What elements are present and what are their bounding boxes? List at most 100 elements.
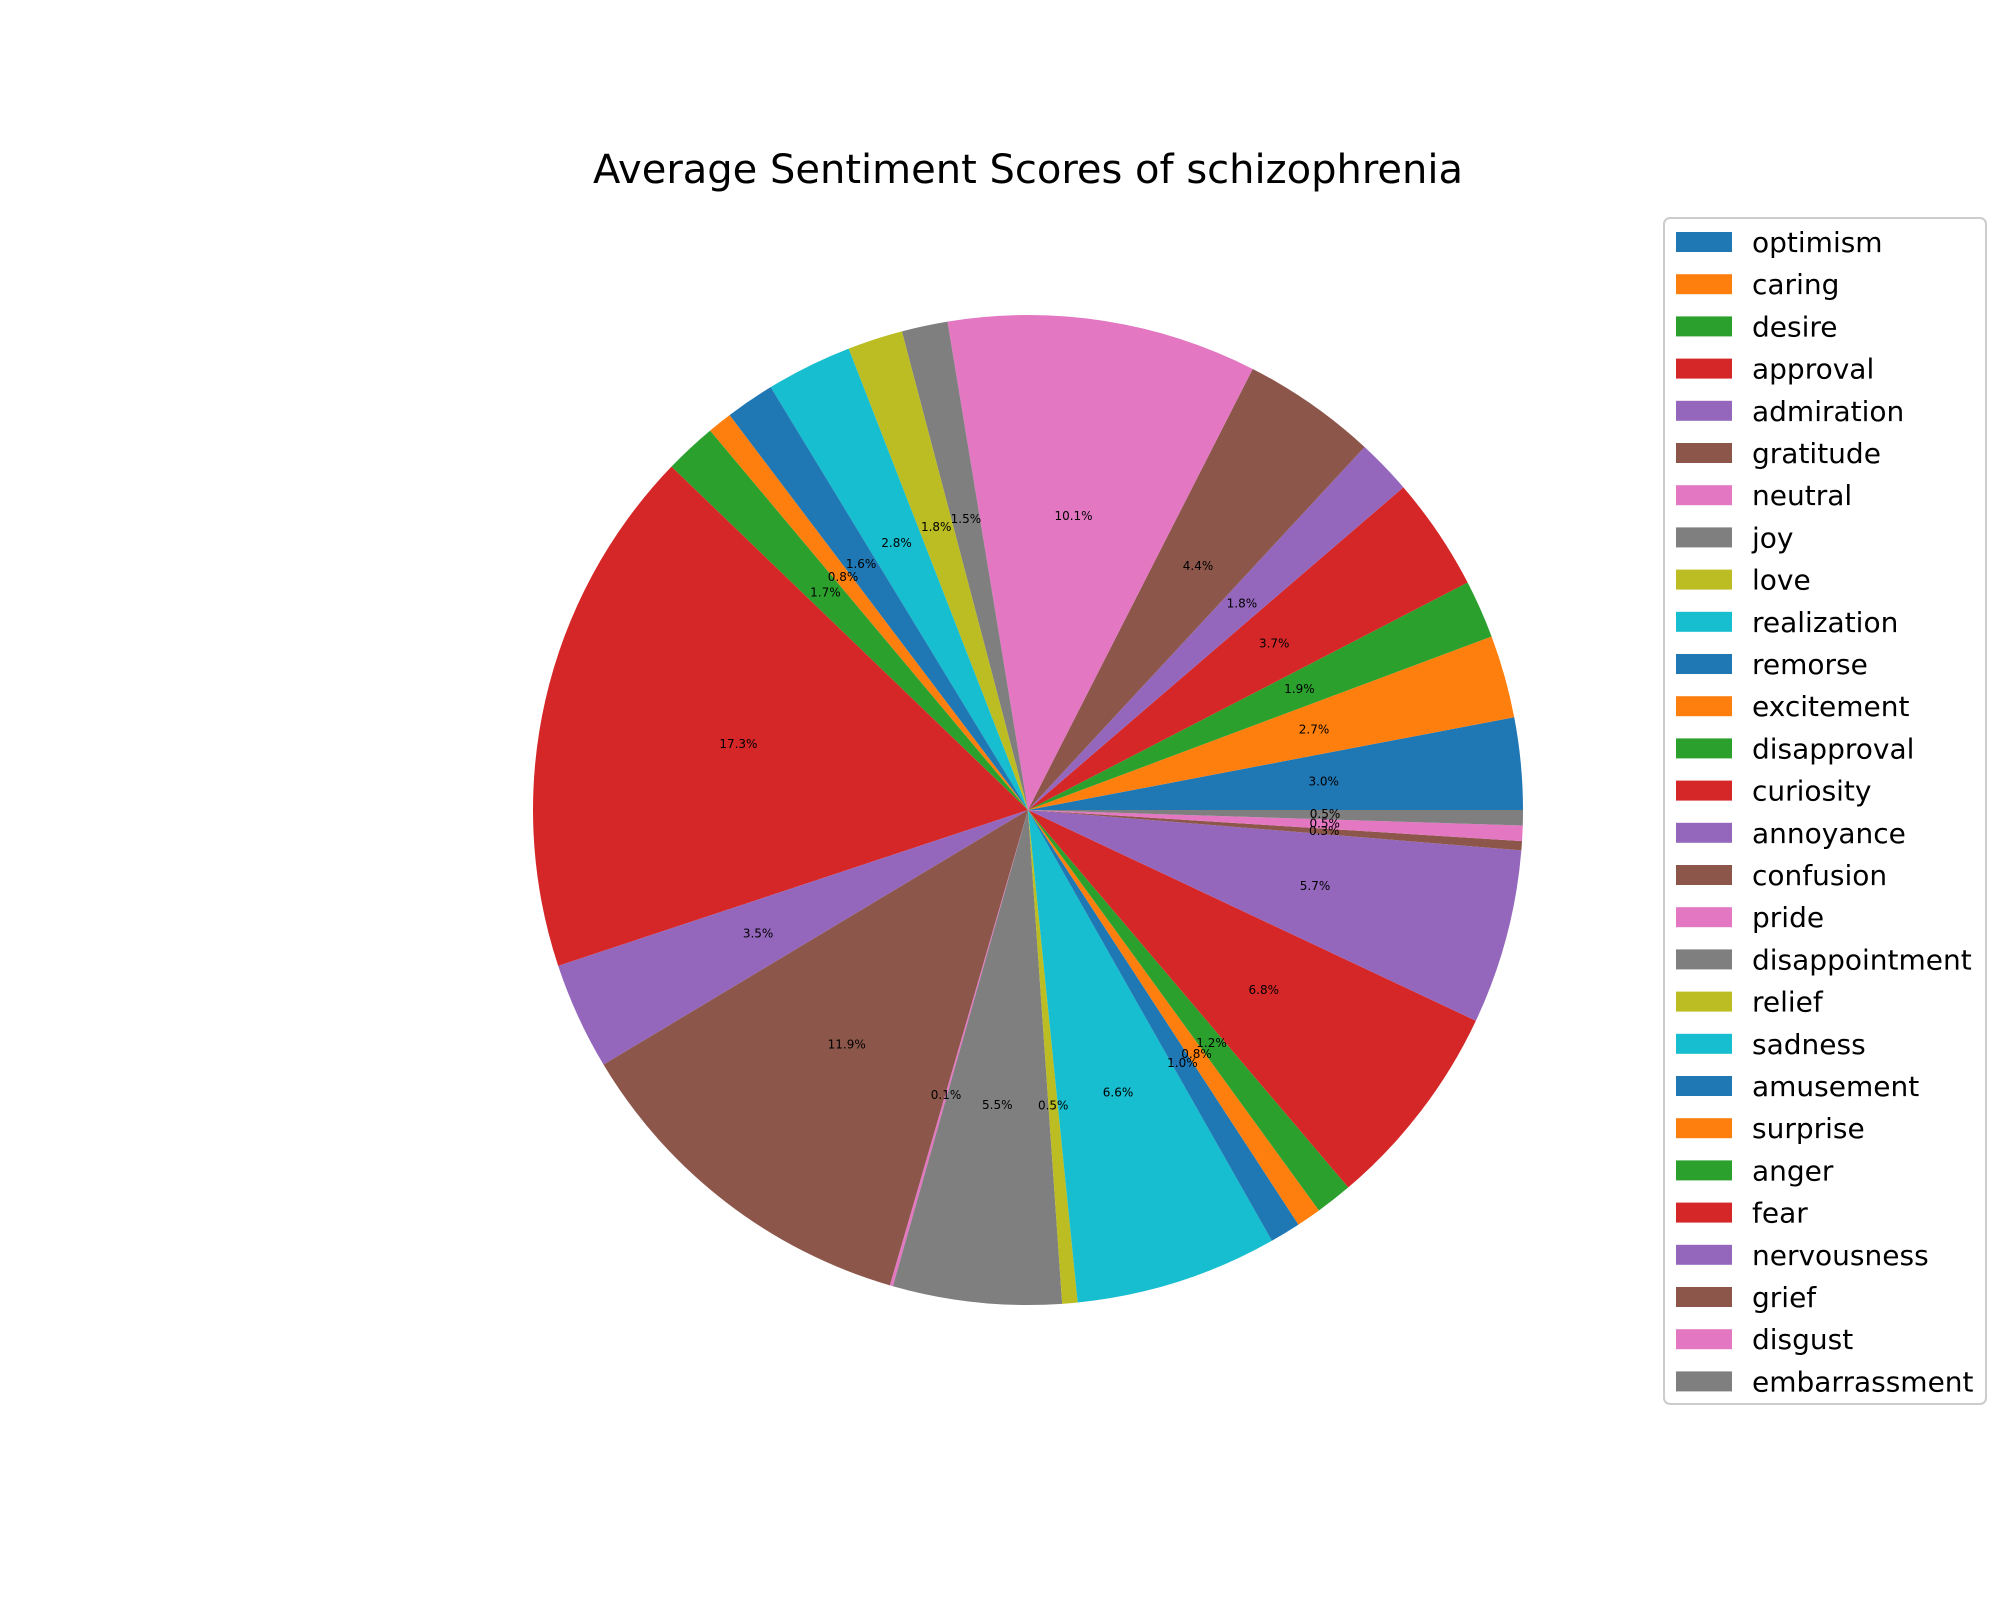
pct-label-caring: 2.7%	[1299, 722, 1330, 736]
legend-swatch-neutral	[1676, 485, 1732, 506]
legend-label-curiosity: curiosity	[1752, 775, 1871, 808]
legend-swatch-annoyance	[1676, 822, 1732, 843]
pie-slice-excitement	[710, 415, 1028, 810]
legend: optimism caring desire approval admiration gr…	[1663, 217, 1987, 1405]
legend-swatch-nervousness	[1676, 1244, 1732, 1265]
pie-slice-disgust	[1028, 810, 1523, 842]
pie-slice-anger	[1028, 810, 1349, 1211]
legend-label-grief: grief	[1752, 1281, 1817, 1314]
legend-label-confusion: confusion	[1752, 859, 1887, 892]
legend-label-optimism: optimism	[1752, 226, 1883, 259]
legend-label-embarrassment: embarrassment	[1752, 1365, 1974, 1398]
legend-label-annoyance: annoyance	[1752, 817, 1906, 850]
pct-label-realization: 2.8%	[881, 536, 912, 550]
legend-label-disgust: disgust	[1752, 1323, 1853, 1356]
pie-slice-surprise	[1028, 810, 1319, 1225]
legend-label-relief: relief	[1752, 986, 1824, 1019]
legend-label-surprise: surprise	[1752, 1112, 1865, 1145]
legend-swatch-approval	[1676, 358, 1732, 379]
pct-label-annoyance: 3.5%	[743, 926, 774, 940]
pie-percent-labels: 3.0%2.7%1.9%3.7%1.8%4.4%10.1%1.5%1.8%2.8…	[719, 509, 1340, 1112]
pie-slice-joy	[901, 321, 1028, 810]
legend-swatch-fear	[1676, 1202, 1732, 1223]
legend-label-pride: pride	[1752, 901, 1824, 934]
pie-slice-curiosity	[533, 466, 1028, 966]
legend-swatch-love	[1676, 569, 1732, 590]
pie-slice-realization	[770, 348, 1028, 810]
legend-swatch-disapproval	[1676, 738, 1732, 759]
pie-slice-desire	[1028, 582, 1492, 810]
pie-slice-caring	[1028, 636, 1515, 810]
pct-label-sadness: 6.6%	[1103, 1086, 1134, 1100]
legend-label-caring: caring	[1752, 268, 1839, 301]
pie-slice-annoyance	[558, 810, 1028, 1065]
pct-label-fear: 6.8%	[1249, 983, 1280, 997]
pct-label-disappointment: 5.5%	[982, 1098, 1013, 1112]
pie-slice-confusion	[603, 810, 1028, 1286]
pct-label-admiration: 1.8%	[1227, 597, 1258, 611]
legend-swatch-optimism	[1676, 232, 1732, 252]
legend-swatch-desire	[1676, 316, 1732, 337]
pct-label-disgust: 0.5%	[1309, 817, 1340, 831]
legend-label-sadness: sadness	[1752, 1028, 1866, 1061]
pie-slice-neutral	[947, 314, 1253, 810]
legend-label-excitement: excitement	[1752, 690, 1909, 723]
pct-label-embarrassment: 0.5%	[1310, 807, 1341, 821]
legend-swatch-admiration	[1676, 400, 1732, 421]
legend-label-amusement: amusement	[1752, 1070, 1919, 1103]
legend-swatch-pride	[1676, 907, 1732, 928]
pct-label-confusion: 11.9%	[828, 1038, 866, 1052]
pct-label-optimism: 3.0%	[1308, 775, 1339, 789]
pct-label-joy: 1.5%	[951, 512, 982, 526]
legend-frame	[1663, 217, 1987, 1405]
pct-label-gratitude: 4.4%	[1183, 559, 1214, 573]
pct-label-desire: 1.9%	[1284, 682, 1315, 696]
legend-swatch-anger	[1676, 1160, 1732, 1181]
legend-label-neutral: neutral	[1752, 479, 1852, 512]
legend-label-remorse: remorse	[1752, 648, 1868, 681]
pie-slice-nervousness	[1028, 810, 1522, 1021]
pie-slice-relief	[1028, 810, 1078, 1304]
pie-slice-sadness	[1028, 810, 1272, 1303]
chart-title: Average Sentiment Scores of schizophreni…	[593, 147, 1463, 193]
pct-label-grief: 0.3%	[1309, 824, 1340, 838]
legend-label-desire: desire	[1752, 310, 1838, 343]
legend-label-admiration: admiration	[1752, 395, 1904, 428]
pct-label-excitement: 0.8%	[828, 570, 859, 584]
pie-slice-pride	[889, 810, 1028, 1287]
legend-label-realization: realization	[1752, 606, 1898, 639]
pct-label-neutral: 10.1%	[1054, 509, 1092, 523]
pie-slice-gratitude	[1028, 368, 1365, 810]
pie-slice-remorse	[729, 387, 1028, 810]
legend-label-anger: anger	[1752, 1154, 1834, 1187]
legend-swatch-disgust	[1676, 1329, 1732, 1350]
legend-swatch-excitement	[1676, 696, 1732, 717]
pct-label-disapproval: 1.7%	[810, 585, 841, 599]
pct-label-remorse: 1.6%	[846, 557, 877, 571]
pct-label-nervousness: 5.7%	[1300, 879, 1331, 893]
pct-label-pride: 0.1%	[931, 1088, 962, 1102]
legend-label-joy: joy	[1751, 521, 1793, 554]
legend-swatch-confusion	[1676, 865, 1732, 885]
legend-label-gratitude: gratitude	[1752, 437, 1881, 470]
pie-slice-approval	[1028, 487, 1468, 810]
pie-slice-amusement	[1028, 810, 1299, 1241]
legend-swatch-amusement	[1676, 1076, 1732, 1096]
pct-label-surprise: 0.8%	[1181, 1047, 1212, 1061]
pie-slice-embarrassment	[1028, 810, 1524, 826]
pie-slices	[533, 314, 1524, 1306]
pct-label-love: 1.8%	[921, 520, 952, 534]
pie-slice-disappointment	[892, 810, 1063, 1306]
pie-slice-optimism	[1028, 717, 1523, 810]
legend-label-fear: fear	[1752, 1197, 1808, 1230]
legend-swatch-joy	[1676, 527, 1732, 548]
legend-swatch-realization	[1676, 611, 1732, 632]
pct-label-anger: 1.2%	[1196, 1036, 1227, 1050]
legend-swatch-remorse	[1676, 654, 1732, 674]
pct-label-curiosity: 17.3%	[719, 737, 757, 751]
legend-swatch-relief	[1676, 991, 1732, 1012]
pct-label-amusement: 1.0%	[1167, 1056, 1198, 1070]
legend-swatch-curiosity	[1676, 780, 1732, 801]
legend-swatch-disappointment	[1676, 949, 1732, 970]
